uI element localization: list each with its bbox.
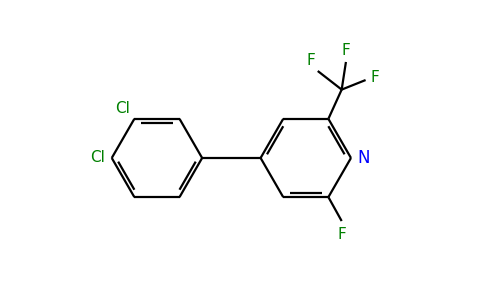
Text: F: F: [306, 53, 315, 68]
Text: N: N: [357, 149, 370, 167]
Text: Cl: Cl: [91, 151, 106, 166]
Text: F: F: [337, 227, 346, 242]
Text: F: F: [371, 70, 379, 86]
Text: F: F: [342, 43, 350, 58]
Text: Cl: Cl: [115, 101, 130, 116]
